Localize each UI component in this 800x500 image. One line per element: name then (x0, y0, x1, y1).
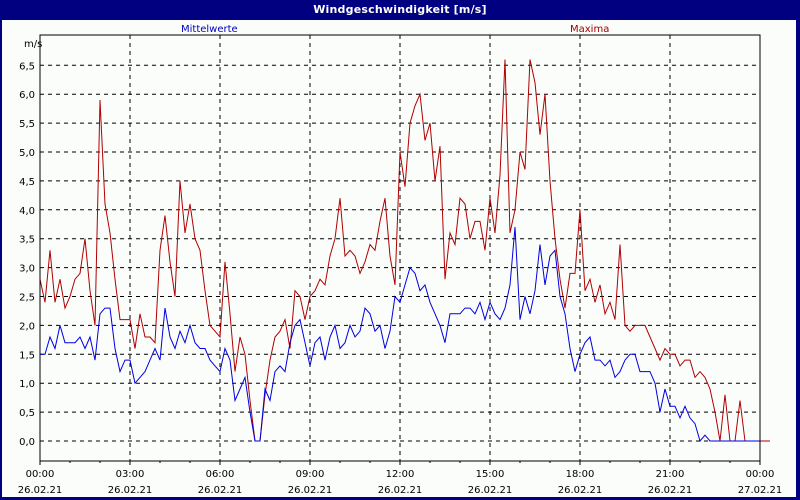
y-tick-label: 1,0 (19, 379, 35, 390)
y-tick-label: 0,5 (19, 408, 35, 419)
grid-lines (40, 35, 760, 461)
x-tick-date: 27.02.21 (738, 485, 783, 496)
window-title: Windgeschwindigkeit [m/s] (313, 3, 487, 16)
legend-mean: Mittelwerte (181, 24, 238, 35)
x-tick-date: 26.02.21 (468, 485, 513, 496)
x-tick-time: 00:00 (746, 469, 775, 480)
series-maxima (39, 59, 770, 442)
series-mittelwerte (40, 227, 760, 443)
y-tick-label: 4,0 (19, 206, 35, 217)
x-tick-time: 06:00 (206, 469, 235, 480)
y-axis-unit: m/s (24, 39, 42, 50)
y-axis-ticks: 0,0 0,5 1,0 1,5 2,0 2,5 3,0 3,5 4,0 4,5 5,0 5,5 6,0 6… (19, 61, 35, 448)
x-tick-date: 26.02.21 (18, 485, 63, 496)
x-tick-time: 00:00 (26, 469, 55, 480)
x-tick-date: 26.02.21 (288, 485, 333, 496)
x-tick-date: 26.02.21 (648, 485, 693, 496)
x-tick-time: 15:00 (476, 469, 505, 480)
y-tick-label: 3,5 (19, 235, 35, 246)
x-tick-time: 12:00 (386, 469, 415, 480)
chart-panel: Mittelwerte Maxima 0,0 0,5 1,0 1,5 2,0 2,5 3,0… (2, 20, 796, 497)
y-tick-label: 6,5 (19, 61, 35, 72)
line-chart: 0,0 0,5 1,0 1,5 2,0 2,5 3,0 3,5 4,0 4,5 5,0 5,5 6,0 6… (18, 34, 783, 496)
x-tick-time: 18:00 (566, 469, 595, 480)
plot-frame (39, 34, 761, 462)
x-tick-date: 26.02.21 (378, 485, 423, 496)
legend-max: Maxima (570, 24, 610, 35)
y-tick-label: 3,0 (19, 264, 35, 275)
y-tick-label: 2,5 (19, 293, 35, 304)
x-tick-time: 03:00 (116, 469, 145, 480)
x-tick-date: 26.02.21 (558, 485, 603, 496)
x-tick-date: 26.02.21 (108, 485, 153, 496)
y-tick-label: 0,0 (19, 437, 35, 448)
x-axis-ticks: 00:00 26.02.21 03:00 26.02.21 06:00 26.02.21 0… (18, 461, 783, 496)
y-tick-label: 4,5 (19, 177, 35, 188)
y-tick-label: 5,0 (19, 148, 35, 159)
y-tick-label: 1,5 (19, 350, 35, 361)
y-tick-label: 6,0 (19, 90, 35, 101)
x-tick-time: 21:00 (656, 469, 685, 480)
x-tick-time: 09:00 (296, 469, 325, 480)
y-tick-label: 2,0 (19, 321, 35, 332)
y-tick-label: 5,5 (19, 119, 35, 130)
x-tick-date: 26.02.21 (198, 485, 243, 496)
